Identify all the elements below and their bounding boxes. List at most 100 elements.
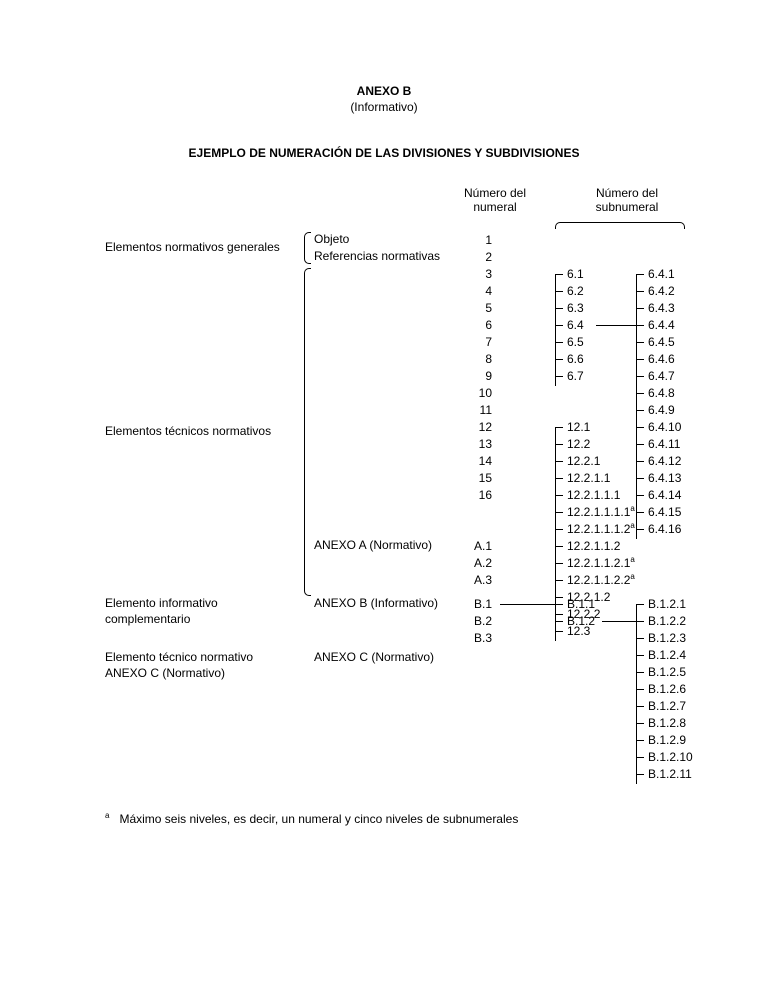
- list-item-label: 12.2.1.1.1.2a: [567, 521, 635, 538]
- list-item: 8: [474, 351, 492, 368]
- list-item-label: 12.2: [567, 436, 590, 453]
- list-item: B.1.2.9: [636, 732, 693, 749]
- label-tecnico-norm-l2: ANEXO C (Normativo): [105, 666, 225, 680]
- footnote-marker: a: [105, 811, 109, 820]
- tick-icon: [555, 427, 563, 428]
- tick-icon: [555, 376, 563, 377]
- list-item-label: B.1.2.11: [648, 766, 692, 783]
- list-item: 5: [474, 300, 492, 317]
- brace-icon: [304, 232, 311, 264]
- list-item: 2: [474, 249, 492, 266]
- list-item: 6.4.8: [636, 385, 681, 402]
- list-item: 6.4: [555, 317, 584, 334]
- list-item-label: 6.4: [567, 317, 584, 334]
- tick-icon: [636, 723, 644, 724]
- list-item: B.1.2.5: [636, 664, 693, 681]
- tick-icon: [636, 706, 644, 707]
- list-item-label: 6.4.14: [648, 487, 681, 504]
- connector-icon: [596, 325, 636, 326]
- list-item: 13: [474, 436, 492, 453]
- tick-icon: [555, 291, 563, 292]
- tick-icon: [555, 631, 563, 632]
- list-item: 6.4.14: [636, 487, 681, 504]
- list-item: 6.1: [555, 266, 584, 283]
- list-item-label: 6.3: [567, 300, 584, 317]
- tick-icon: [636, 655, 644, 656]
- list-item-label: B.1.2.2: [648, 613, 686, 630]
- tick-icon: [636, 672, 644, 673]
- tick-icon: [555, 325, 563, 326]
- superscript: a: [630, 555, 634, 564]
- list-item-label: 12.2.1.1.1.1a: [567, 504, 635, 521]
- list-item-label: 6.4.1: [648, 266, 675, 283]
- superscript: a: [630, 572, 634, 581]
- list-item: 6.4.3: [636, 300, 681, 317]
- brace-icon: [304, 268, 311, 596]
- tick-icon: [636, 410, 644, 411]
- list-item: 12.2.1.1.2.2a: [555, 572, 635, 589]
- tick-icon: [636, 461, 644, 462]
- list-item: 6.4.6: [636, 351, 681, 368]
- list-item-label: B.1.2.5: [648, 664, 686, 681]
- tick-icon: [636, 740, 644, 741]
- list-item: 14: [474, 453, 492, 470]
- tick-icon: [555, 461, 563, 462]
- list-item: 6.3: [555, 300, 584, 317]
- tick-icon: [636, 478, 644, 479]
- list-item-label: 6.2: [567, 283, 584, 300]
- numerals-anexo-b: B.1B.2B.3: [474, 596, 492, 647]
- tick-icon: [555, 478, 563, 479]
- list-item: 3: [474, 266, 492, 283]
- label-anexo-a: ANEXO A (Normativo): [314, 538, 432, 552]
- tick-icon: [636, 512, 644, 513]
- annex-title: ANEXO B: [0, 84, 768, 98]
- section-title: EJEMPLO DE NUMERACIÓN DE LAS DIVISIONES …: [0, 146, 768, 160]
- list-item-label: 6.4.4: [648, 317, 675, 334]
- tick-icon: [555, 359, 563, 360]
- subnumerals-six-four: 6.4.16.4.26.4.36.4.46.4.56.4.66.4.76.4.8…: [636, 266, 681, 538]
- list-item: 6.4.12: [636, 453, 681, 470]
- list-item: 11: [474, 402, 492, 419]
- list-item-label: 12.2.1.1.1: [567, 487, 620, 504]
- list-item: 16: [474, 487, 492, 504]
- footnote-text: Máximo seis niveles, es decir, un numera…: [119, 812, 518, 826]
- superscript: a: [630, 504, 634, 513]
- list-item-label: 6.4.9: [648, 402, 675, 419]
- tick-icon: [636, 621, 644, 622]
- col-header-numeral-l2: numeral: [440, 200, 550, 214]
- list-item-label: 6.6: [567, 351, 584, 368]
- tick-icon: [636, 757, 644, 758]
- list-item: 6.4.2: [636, 283, 681, 300]
- list-item: 12.2.1.1.2.1a: [555, 555, 635, 572]
- tick-icon: [555, 621, 563, 622]
- list-item: B.1.2.3: [636, 630, 693, 647]
- connector-icon: [602, 621, 636, 622]
- tick-icon: [636, 495, 644, 496]
- numerals-main: 12345678910111213141516: [474, 232, 492, 504]
- list-item: 6.4.15: [636, 504, 681, 521]
- tick-icon: [636, 376, 644, 377]
- label-tecnico-norm-l1: Elemento técnico normativo: [105, 650, 253, 664]
- list-item-label: 12.2.1.1.2.1a: [567, 555, 635, 572]
- list-item: B.3: [474, 630, 492, 647]
- list-item-label: 6.4.6: [648, 351, 675, 368]
- list-item: 6.4.13: [636, 470, 681, 487]
- tick-icon: [636, 359, 644, 360]
- tick-icon: [555, 342, 563, 343]
- tick-icon: [636, 308, 644, 309]
- list-item: 9: [474, 368, 492, 385]
- tick-icon: [636, 342, 644, 343]
- label-anexo-c: ANEXO C (Normativo): [314, 650, 434, 664]
- list-item-label: 6.4.16: [648, 521, 681, 538]
- list-item: 6.4.7: [636, 368, 681, 385]
- footnote: a Máximo seis niveles, es decir, un nume…: [105, 812, 518, 826]
- tick-icon: [636, 444, 644, 445]
- list-item: 4: [474, 283, 492, 300]
- list-item: 6.4.11: [636, 436, 681, 453]
- tick-icon: [636, 325, 644, 326]
- label-tecnicos: Elementos técnicos normativos: [105, 424, 271, 438]
- list-item-label: B.1.2.4: [648, 647, 686, 664]
- list-item-label: 12.2.1.1.2: [567, 538, 620, 555]
- numerals-anexo-a: A.1A.2A.3: [474, 538, 492, 589]
- subnumeral-bracket: [555, 222, 685, 229]
